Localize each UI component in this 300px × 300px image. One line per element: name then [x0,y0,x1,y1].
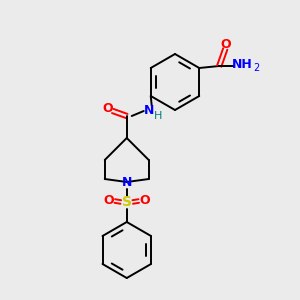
Text: O: O [103,194,114,208]
Text: NH: NH [232,58,253,71]
Text: O: O [102,103,113,116]
Text: O: O [140,194,150,208]
Text: N: N [122,176,132,190]
Text: S: S [122,195,132,209]
Text: 2: 2 [253,63,260,73]
Text: O: O [220,38,231,50]
Text: H: H [154,111,162,121]
Text: N: N [144,104,154,118]
